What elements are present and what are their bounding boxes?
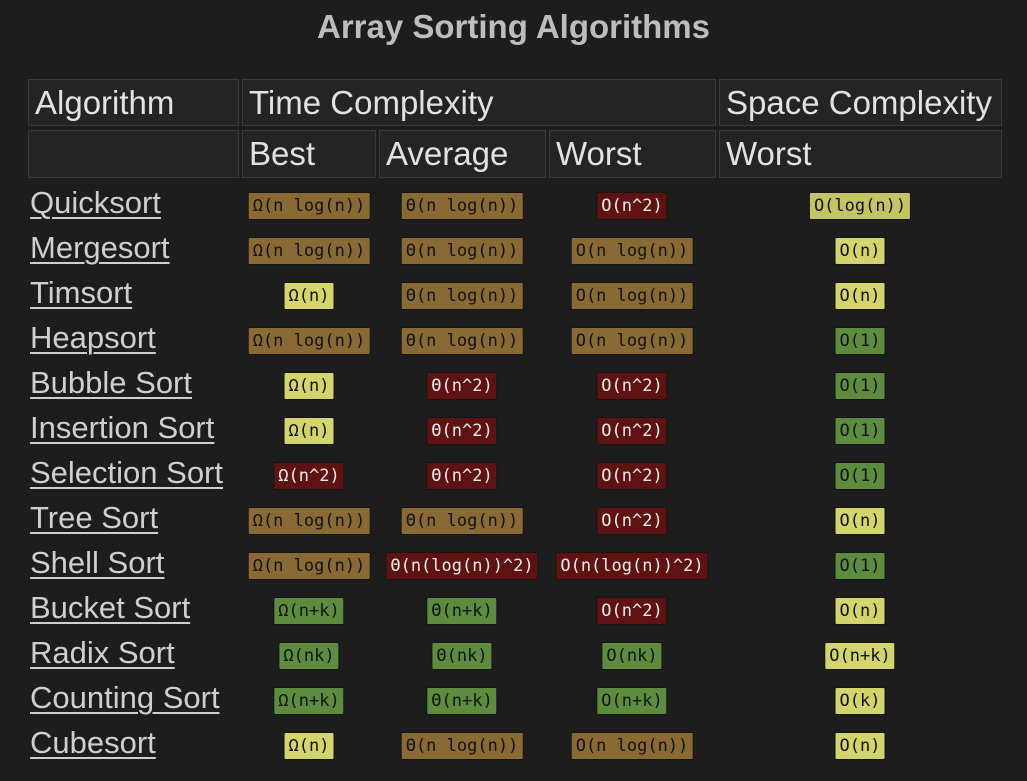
worst-badge: O(n log(n)) [570, 282, 694, 310]
space-badge: O(k) [834, 687, 886, 715]
worst-badge: O(nk) [601, 642, 663, 670]
average-badge: Θ(n log(n)) [400, 282, 524, 310]
best-badge: Ω(n+k) [273, 597, 345, 625]
space-badge: O(1) [834, 552, 886, 580]
average-badge: Θ(n+k) [426, 687, 498, 715]
worst-badge: O(n^2) [596, 192, 668, 220]
algorithm-link[interactable]: Bubble Sort [30, 365, 192, 400]
best-badge: Ω(n) [283, 372, 335, 400]
algorithm-link[interactable]: Insertion Sort [30, 410, 215, 445]
space-badge: O(1) [834, 462, 886, 490]
algorithm-link[interactable]: Quicksort [30, 185, 161, 220]
header-time-complexity: Time Complexity [242, 79, 716, 126]
algorithm-link[interactable]: Bucket Sort [30, 590, 191, 625]
average-badge: Θ(n log(n)) [400, 327, 524, 355]
worst-badge: O(n^2) [596, 597, 668, 625]
worst-badge: O(n log(n)) [570, 327, 694, 355]
algorithm-link[interactable]: Timsort [30, 275, 133, 310]
header-worst: Worst [549, 130, 716, 178]
best-badge: Ω(n+k) [273, 687, 345, 715]
best-badge: Ω(n log(n)) [247, 552, 371, 580]
header-average: Average [379, 130, 546, 178]
algorithm-link[interactable]: Cubesort [30, 725, 156, 760]
header-empty-cell [28, 130, 239, 178]
space-badge: O(1) [834, 417, 886, 445]
space-badge: O(1) [834, 327, 886, 355]
header-best: Best [242, 130, 376, 178]
best-badge: Ω(n) [283, 417, 335, 445]
space-badge: O(n) [834, 597, 886, 625]
average-badge: Θ(n log(n)) [400, 507, 524, 535]
best-badge: Ω(n log(n)) [247, 192, 371, 220]
best-badge: Ω(n) [283, 282, 335, 310]
space-badge: O(n) [834, 732, 886, 760]
worst-badge: O(n^2) [596, 417, 668, 445]
average-badge: Θ(n+k) [426, 597, 498, 625]
header-space-worst: Worst [719, 130, 1002, 178]
algorithm-link[interactable]: Radix Sort [30, 635, 175, 670]
page-title: Array Sorting Algorithms [317, 8, 710, 45]
average-badge: Θ(n^2) [426, 462, 498, 490]
average-badge: Θ(n(log(n))^2) [385, 552, 539, 580]
space-badge: O(1) [834, 372, 886, 400]
worst-badge: O(n^2) [596, 372, 668, 400]
best-badge: Ω(n log(n)) [247, 327, 371, 355]
algorithm-link[interactable]: Heapsort [30, 320, 156, 355]
space-badge: O(n) [834, 282, 886, 310]
worst-badge: O(n^2) [596, 462, 668, 490]
average-badge: Θ(n log(n)) [400, 237, 524, 265]
worst-badge: O(n(log(n))^2) [555, 552, 709, 580]
worst-badge: O(n^2) [596, 507, 668, 535]
best-badge: Ω(n) [283, 732, 335, 760]
best-badge: Ω(nk) [278, 642, 340, 670]
algorithm-link[interactable]: Tree Sort [30, 500, 159, 535]
best-badge: Ω(n log(n)) [247, 507, 371, 535]
space-badge: O(n) [834, 237, 886, 265]
worst-badge: O(n log(n)) [570, 732, 694, 760]
algorithm-link[interactable]: Shell Sort [30, 545, 165, 580]
worst-badge: O(n+k) [596, 687, 668, 715]
space-badge: O(n) [834, 507, 886, 535]
space-badge: O(n+k) [824, 642, 896, 670]
algorithm-link[interactable]: Counting Sort [30, 680, 220, 715]
average-badge: Θ(nk) [431, 642, 493, 670]
worst-badge: O(n log(n)) [570, 237, 694, 265]
average-badge: Θ(n log(n)) [400, 192, 524, 220]
space-badge: O(log(n)) [808, 192, 912, 220]
best-badge: Ω(n^2) [273, 462, 345, 490]
average-badge: Θ(n log(n)) [400, 732, 524, 760]
header-space-complexity: Space Complexity [719, 79, 1002, 126]
average-badge: Θ(n^2) [426, 372, 498, 400]
average-badge: Θ(n^2) [426, 417, 498, 445]
algorithm-link[interactable]: Mergesort [30, 230, 170, 265]
algorithm-link[interactable]: Selection Sort [30, 455, 223, 490]
header-algorithm: Algorithm [28, 79, 239, 126]
best-badge: Ω(n log(n)) [247, 237, 371, 265]
